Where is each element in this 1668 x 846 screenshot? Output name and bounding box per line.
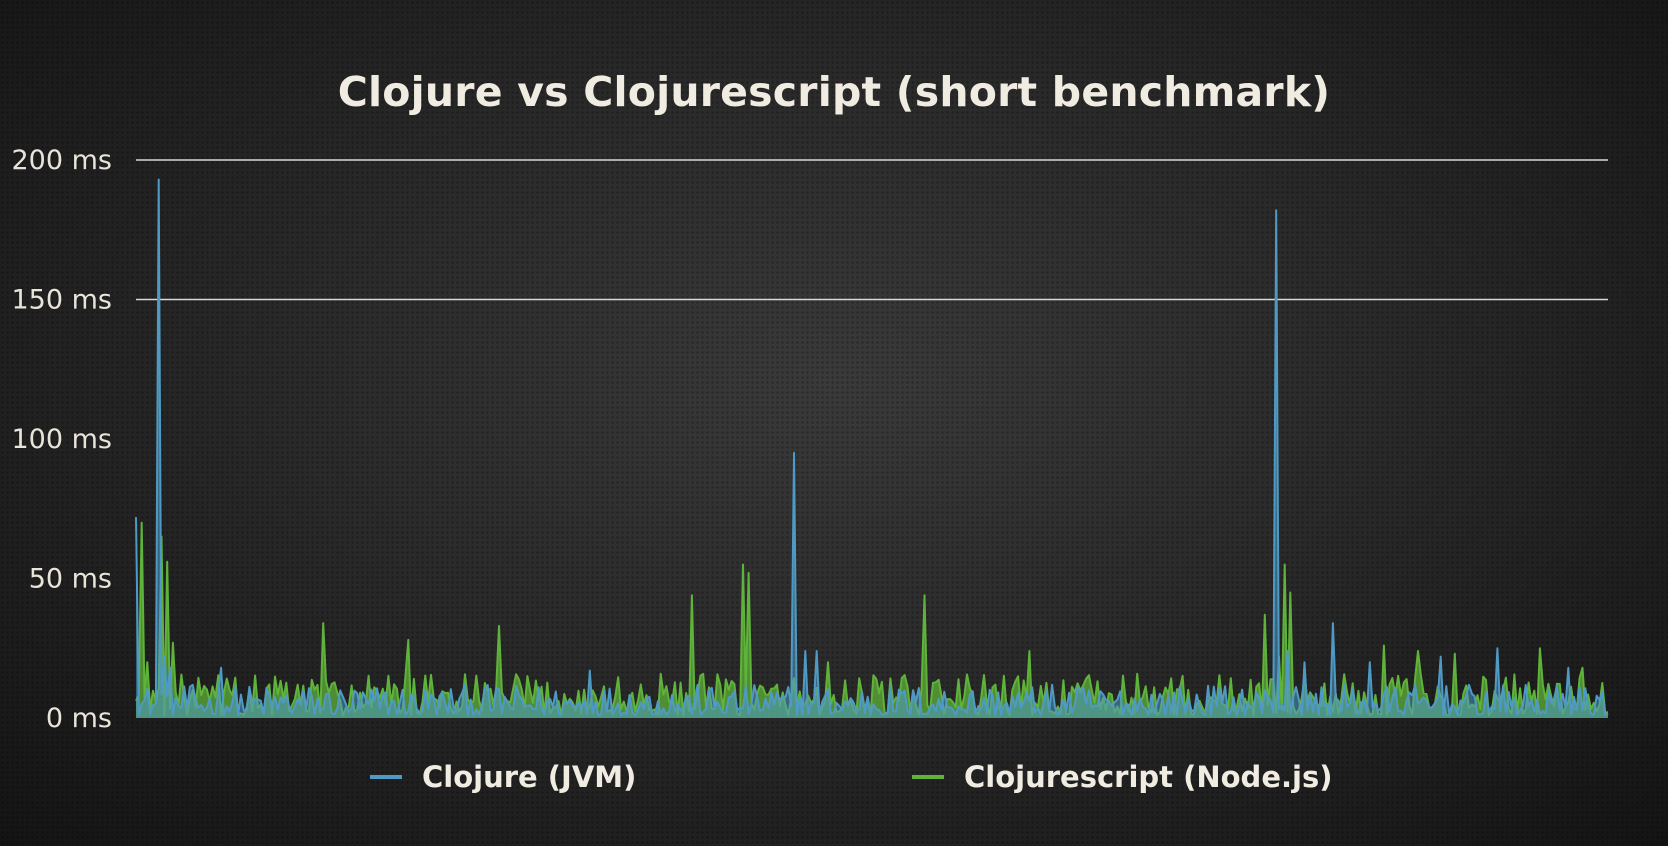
legend-label-clojure-jvm: Clojure (JVM) <box>422 760 637 794</box>
chart-legend: Clojure (JVM) Clojurescript (Node.js) <box>0 760 1668 800</box>
series-line-clojure-jvm <box>135 178 1609 717</box>
legend-label-clojurescript-node: Clojurescript (Node.js) <box>964 760 1333 794</box>
y-tick-label-150: 150 ms <box>12 285 113 316</box>
chart-title: Clojure vs Clojurescript (short benchmar… <box>337 68 1331 116</box>
gridlines <box>136 159 1608 301</box>
legend-swatch-clojure-jvm <box>370 775 402 779</box>
legend-swatch-clojurescript-node <box>912 775 944 779</box>
y-tick-label-100: 100 ms <box>12 424 113 455</box>
series-layer <box>135 178 1609 718</box>
y-axis-tick-labels: 0 ms 50 ms 100 ms 150 ms 200 ms <box>12 145 113 734</box>
y-tick-label-200: 200 ms <box>12 145 113 176</box>
series-area-clojure-jvm <box>136 179 1608 718</box>
legend-item-clojurescript-node: Clojurescript (Node.js) <box>912 760 1332 794</box>
y-tick-label-50: 50 ms <box>29 564 112 595</box>
legend-item-clojure-jvm: Clojure (JVM) <box>370 760 636 794</box>
y-tick-label-0: 0 ms <box>46 703 112 734</box>
